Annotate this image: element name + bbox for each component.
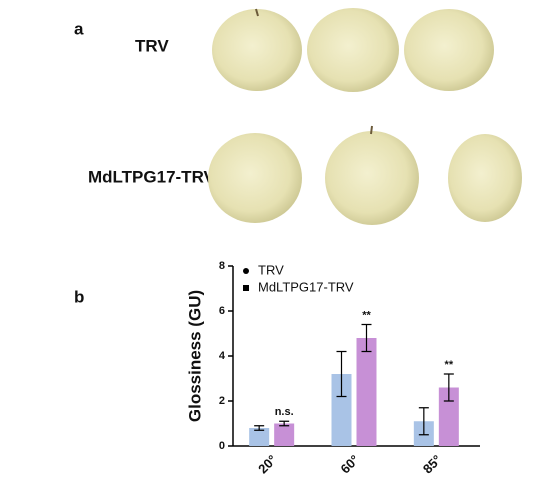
y-tick-label: 8	[219, 260, 225, 272]
y-tick-label: 4	[219, 350, 226, 362]
panel-label: b	[74, 287, 84, 306]
legend-marker	[243, 268, 249, 274]
bar	[249, 428, 270, 446]
error-bar	[279, 420, 290, 427]
x-tick-label: 20°	[255, 452, 280, 477]
error-bar	[361, 323, 372, 353]
bar	[331, 374, 352, 446]
y-tick-label: 0	[219, 440, 225, 452]
x-tick-label: 85°	[420, 452, 445, 477]
bar	[438, 387, 459, 446]
panel-label: a	[74, 19, 84, 38]
significance-label: n.s.	[275, 406, 294, 418]
row-label: TRV	[135, 36, 169, 55]
error-bar	[254, 425, 265, 431]
x-tick-label: 60°	[338, 452, 363, 477]
y-tick-label: 2	[219, 395, 225, 407]
bar	[274, 423, 295, 446]
error-bar	[418, 407, 429, 436]
legend-label: TRV	[258, 262, 284, 277]
significance-label: **	[445, 359, 454, 371]
row-label: MdLTPG17-TRV	[88, 167, 216, 186]
y-axis-label: Glossiness (GU)	[185, 290, 204, 422]
chart: 0 2 4 6 8 Glossiness (GU) 20° n.s. 60° ** 85° ** TRV…	[185, 260, 480, 477]
error-bar	[443, 373, 454, 402]
bar	[356, 338, 377, 446]
significance-label: **	[362, 309, 371, 321]
y-tick-label: 6	[219, 305, 225, 317]
legend-label: MdLTPG17-TRV	[258, 279, 354, 294]
error-bar	[336, 350, 347, 398]
legend-marker	[243, 285, 249, 291]
apple-photos	[208, 8, 522, 225]
